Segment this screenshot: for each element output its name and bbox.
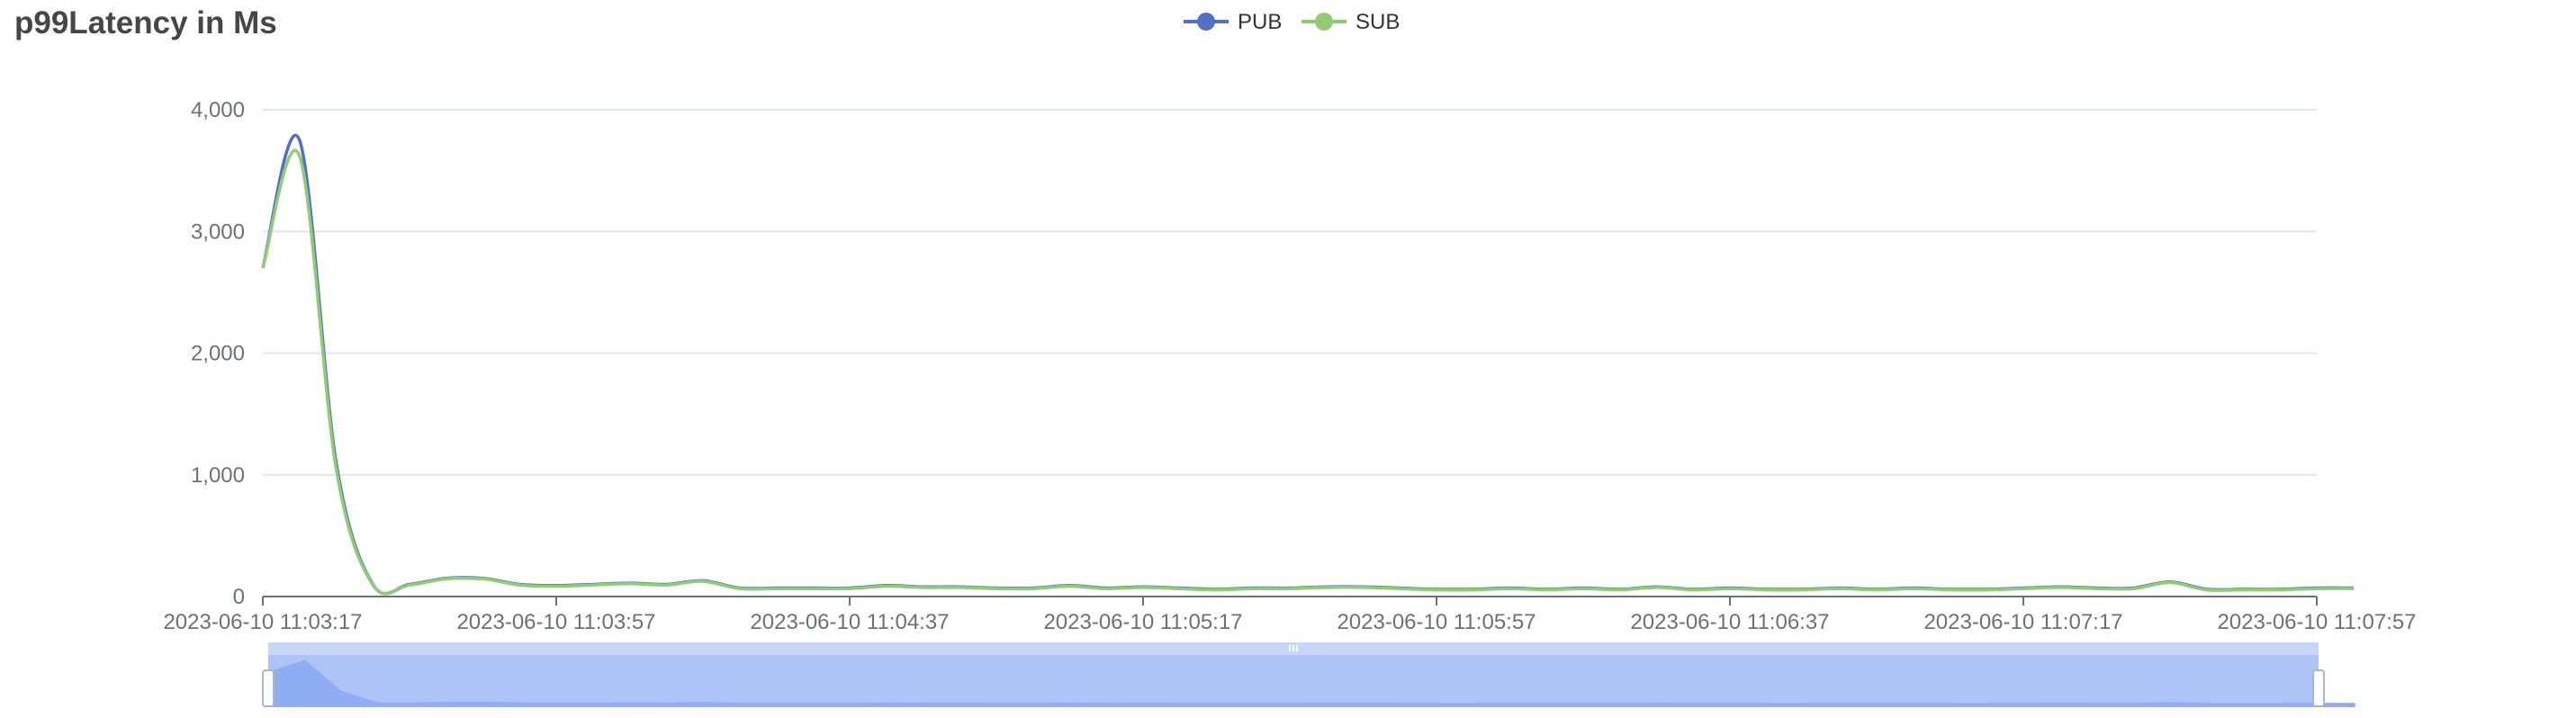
x-tick-label: 2023-06-10 11:03:17 [163, 610, 362, 634]
x-tick-label: 2023-06-10 11:03:57 [456, 610, 655, 634]
y-axis-labels: 0 1,000 2,000 3,000 4,000 [191, 98, 245, 609]
zoom-handle-right[interactable] [2313, 670, 2324, 706]
data-zoom-slider[interactable] [263, 642, 2355, 707]
legend-item-pub[interactable]: PUB [1184, 10, 1282, 34]
y-tick-label: 1,000 [191, 463, 245, 488]
legend: PUB SUB [1184, 10, 1400, 34]
legend-marker [1315, 13, 1333, 31]
x-axis: 2023-06-10 11:03:17 2023-06-10 11:03:57 20… [163, 597, 2416, 634]
legend-marker [1197, 13, 1215, 31]
y-tick-label: 2,000 [191, 342, 245, 366]
grid-lines [263, 110, 2317, 475]
x-tick-label: 2023-06-10 11:05:57 [1337, 610, 1536, 634]
x-tick-label: 2023-06-10 11:06:37 [1630, 610, 1829, 634]
y-tick-label: 3,000 [191, 220, 245, 244]
series-line-pub [263, 135, 2354, 593]
x-tick-label: 2023-06-10 11:07:57 [2217, 610, 2416, 634]
x-tick-label: 2023-06-10 11:07:17 [1923, 610, 2122, 634]
series-line-sub [263, 150, 2354, 594]
x-tick-label: 2023-06-10 11:04:37 [750, 610, 949, 634]
series-lines [263, 135, 2354, 594]
legend-label: SUB [1356, 10, 1400, 34]
legend-item-sub[interactable]: SUB [1302, 10, 1400, 34]
legend-label: PUB [1238, 10, 1282, 34]
y-tick-label: 4,000 [191, 98, 245, 122]
zoom-move-grip-icon [1289, 645, 1298, 651]
zoom-handle-left[interactable] [263, 670, 274, 706]
y-tick-label: 0 [233, 585, 245, 609]
x-tick-label: 2023-06-10 11:05:17 [1043, 610, 1242, 634]
